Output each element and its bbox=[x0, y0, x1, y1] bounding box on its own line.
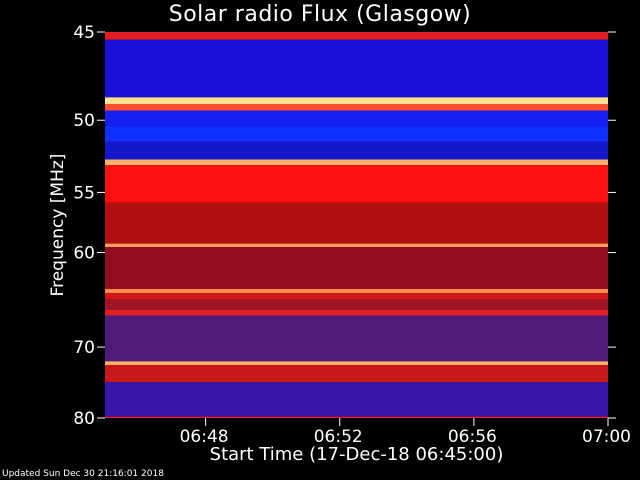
x-tick-label: 06:52 bbox=[314, 427, 363, 447]
band-4 bbox=[105, 110, 608, 127]
band-8 bbox=[105, 165, 608, 203]
y-axis-label: Frequency [MHz] bbox=[48, 154, 68, 297]
band-15 bbox=[105, 309, 608, 316]
x-tick-label: 06:56 bbox=[448, 427, 497, 447]
y-tick-label: 55 bbox=[73, 183, 95, 203]
y-tick-label: 70 bbox=[73, 338, 95, 358]
x-tick-label: 07:00 bbox=[582, 427, 631, 447]
band-20 bbox=[105, 416, 608, 418]
band-14 bbox=[105, 299, 608, 310]
chart-title: Solar radio Flux (Glasgow) bbox=[168, 2, 472, 27]
axis-tick-labels: 45 50 55 60 70 80 06:48 06:52 06:56 07:00 bbox=[73, 23, 631, 447]
band-7 bbox=[105, 159, 608, 166]
y-axis-label-group: Frequency [MHz] bbox=[48, 154, 68, 297]
band-10 bbox=[105, 243, 608, 248]
y-tick-label: 45 bbox=[73, 23, 95, 43]
band-9 bbox=[105, 202, 608, 244]
axis-ticks bbox=[97, 31, 616, 426]
x-axis-label: Start Time (17-Dec-18 06:45:00) bbox=[209, 444, 504, 465]
frequency-bands bbox=[105, 32, 608, 418]
band-19 bbox=[105, 382, 608, 417]
band-3 bbox=[105, 104, 608, 111]
band-1 bbox=[105, 39, 608, 98]
band-17 bbox=[105, 361, 608, 366]
band-11 bbox=[105, 247, 608, 290]
band-12 bbox=[105, 289, 608, 293]
band-16 bbox=[105, 315, 608, 362]
band-13 bbox=[105, 292, 608, 300]
band-2 bbox=[105, 97, 608, 105]
y-tick-label: 60 bbox=[73, 244, 95, 264]
band-5 bbox=[105, 126, 608, 142]
band-0 bbox=[105, 32, 608, 40]
x-tick-label: 06:48 bbox=[180, 427, 229, 447]
band-18 bbox=[105, 365, 608, 383]
updated-timestamp: Updated Sun Dec 30 21:16:01 2018 bbox=[2, 469, 164, 479]
band-6 bbox=[105, 141, 608, 160]
y-tick-label: 50 bbox=[73, 111, 95, 131]
y-tick-label: 80 bbox=[73, 409, 95, 429]
